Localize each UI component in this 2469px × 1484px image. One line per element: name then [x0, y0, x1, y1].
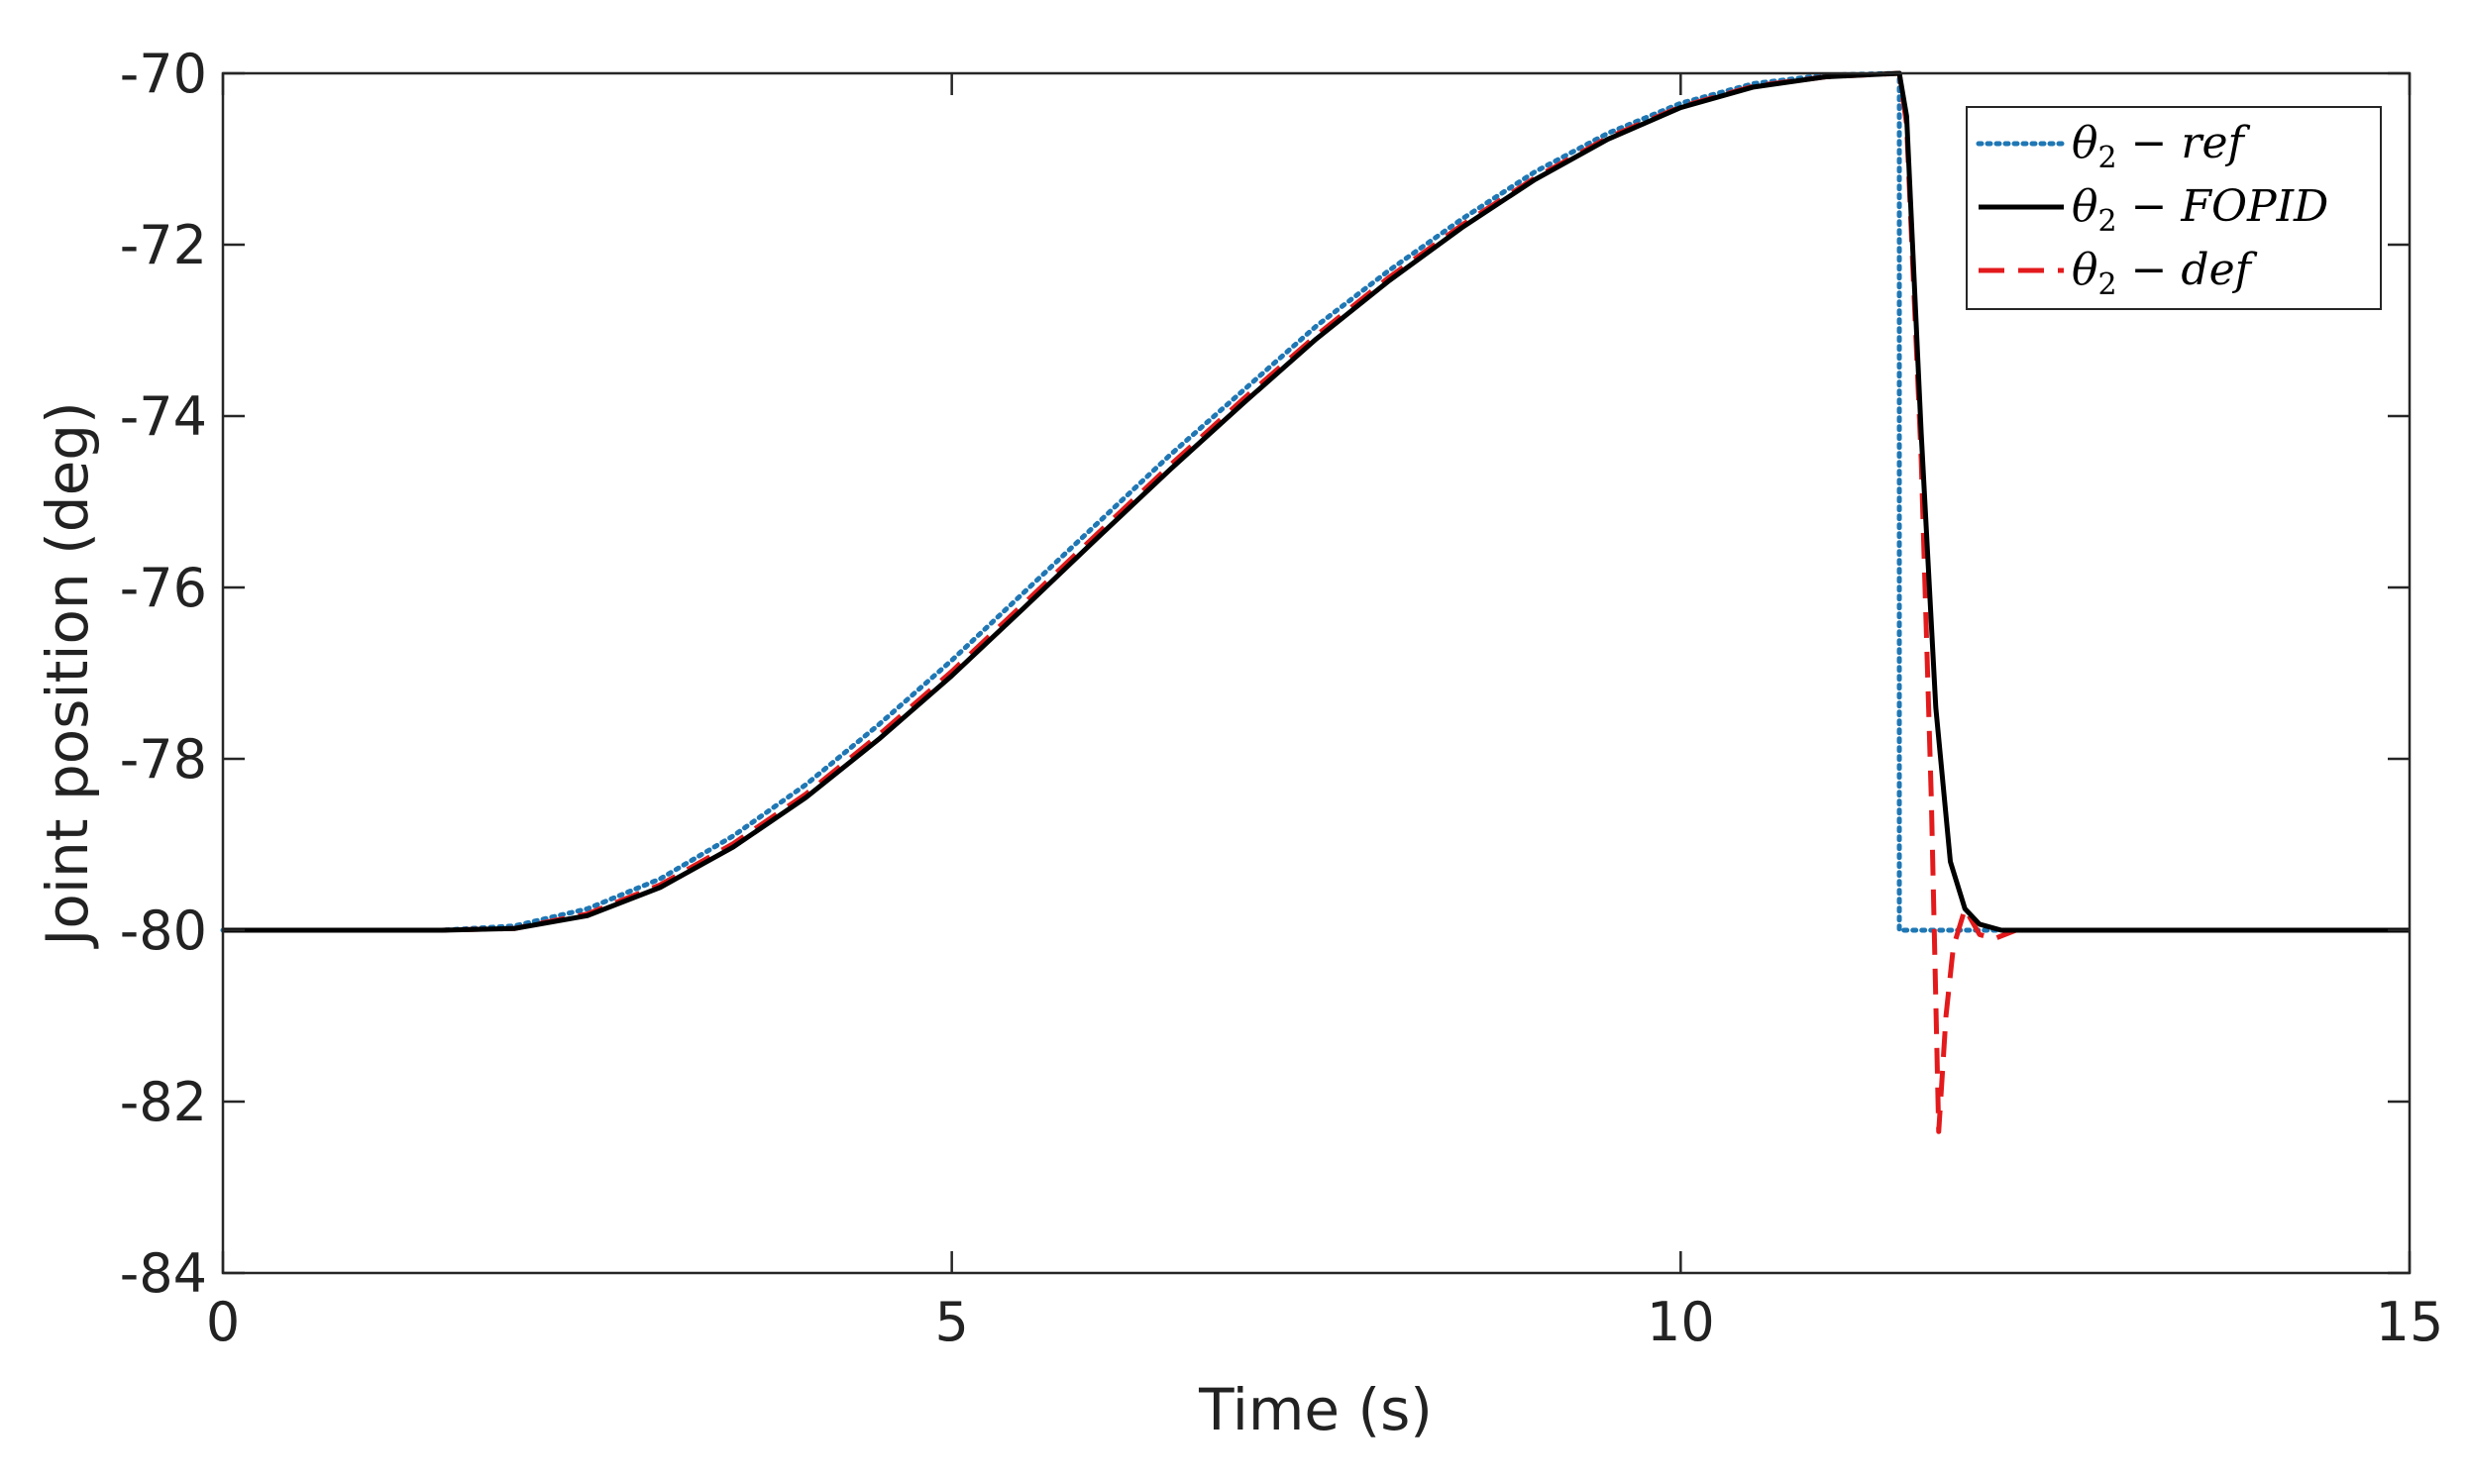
- legend-label-2: θ2 − FOPID: [2072, 181, 2328, 239]
- series-line-2: [223, 70, 2410, 933]
- x-tick-label: 10: [1647, 1291, 1715, 1353]
- y-tick-label: -80: [120, 900, 207, 962]
- y-tick-label: -76: [120, 557, 207, 619]
- y-tick-label: -70: [120, 43, 207, 105]
- x-tick-label: 15: [2376, 1291, 2444, 1353]
- x-axis-title: Time (s): [1198, 1376, 1433, 1443]
- y-tick-label: -78: [120, 728, 207, 791]
- y-tick-label: -72: [120, 214, 207, 276]
- series-layer: [220, 70, 2413, 1134]
- legend-label-1: θ2 − ref: [2072, 118, 2251, 175]
- series-line-3: [223, 70, 2410, 1134]
- y-tick-label: -74: [120, 385, 207, 448]
- plot-frame: [221, 71, 2412, 1275]
- legend: θ2 − ref θ2 − FOPID θ2 − def: [1966, 106, 2382, 310]
- legend-label-3: θ2 − def: [2072, 245, 2258, 302]
- y-tick-label: -84: [120, 1242, 207, 1305]
- y-axis-title: Joint position (deg): [34, 401, 101, 948]
- ticks-layer: [221, 71, 2412, 1275]
- legend-items: θ2 − ref θ2 − FOPID θ2 − def: [1976, 118, 2328, 302]
- x-tick-label: 5: [934, 1291, 968, 1353]
- tick-labels-layer: 0 5 10 15 -70 -72 -74 -76 -78 -80 -82 -84: [120, 43, 2444, 1353]
- x-tick-label: 0: [206, 1291, 240, 1353]
- y-tick-label: -82: [120, 1071, 207, 1133]
- legend-box: [1966, 106, 2382, 310]
